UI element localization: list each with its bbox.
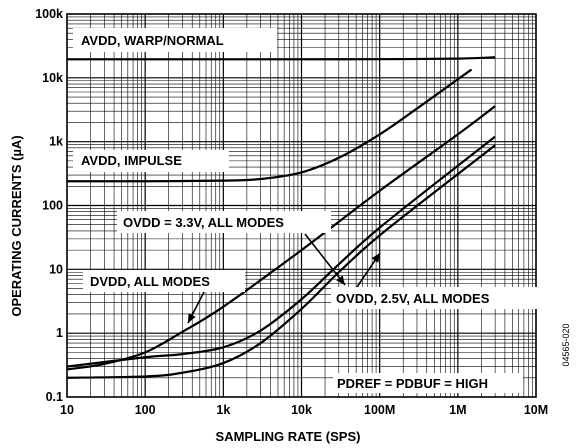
x-axis-label: SAMPLING RATE (SPS) [216,429,361,444]
annotation-bg-dvdd [83,270,245,292]
annotation-arrow-head [188,313,196,323]
y-tick-label: 10k [42,71,63,85]
series-line-avdd-impulse [66,68,473,183]
y-tick-label: 0.1 [46,390,63,404]
x-tick-label: 100 [135,403,156,417]
tick-labels: 10 100 1k 10k 100M 1M 10M 0.1 1 10 100 1k 10k 100k [35,7,548,417]
annotation-bg-ovdd-33 [117,211,331,233]
y-axis-label: OPERATING CURRENTS (µA) [9,135,24,316]
series-line-ovdd-3-3v-all-modes [66,135,496,368]
annotation-ovdd-3v3: OVDD = 3.3V, ALL MODES [123,215,284,230]
annotation-bg-ovdd-25 [331,287,545,309]
y-tick-label: 1k [49,135,63,149]
y-tick-label: 100 [42,199,63,213]
y-tick-label: 1 [56,326,63,340]
x-tick-label: 1M [449,403,466,417]
figure-id: 04565-020 [561,323,571,366]
series-line-avdd-warp-normal [67,56,496,61]
annotation-bg-pdref [333,373,523,393]
annotation-avdd-warp-normal: AVDD, WARP/NORMAL [81,33,224,48]
series-layer [66,56,496,379]
annotation-arrow-head [336,275,345,285]
annotation-ovdd-2v5: OVDD, 2.5V, ALL MODES [336,291,490,306]
annotation-pdref-pdbuf: PDREF = PDBUF = HIGH [337,376,488,391]
annotation-arrows [187,233,381,324]
plot-frame [66,13,537,398]
y-tick-label: 10 [49,262,63,276]
series-line-dvdd-all-modes [66,105,496,371]
x-tick-label: 1k [216,403,230,417]
annotation-layer: AVDD, WARP/NORMAL AVDD, IMPULSE OVDD = 3… [73,28,545,393]
annotation-arrow-head [371,253,380,263]
x-tick-label: 10 [60,403,74,417]
annotation-dvdd-all-modes: DVDD, ALL MODES [90,274,210,289]
annotation-bg-avdd-impulse [73,150,229,172]
annotation-avdd-impulse: AVDD, IMPULSE [81,153,182,168]
annotation-arrow-line [304,233,346,286]
x-tick-label: 10k [291,403,312,417]
major-grid [67,14,536,397]
x-tick-label: 10M [524,403,548,417]
series-line-ovdd-2-5v-all-modes [66,144,496,379]
x-tick-label: 100M [364,403,395,417]
y-tick-label: 100k [35,7,63,21]
annotation-bg-avdd-warp [73,28,277,52]
